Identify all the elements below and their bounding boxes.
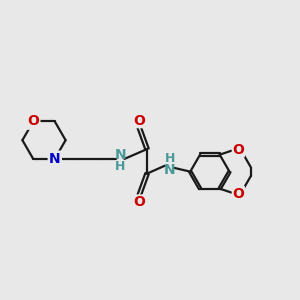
- Text: O: O: [133, 195, 145, 209]
- Text: O: O: [27, 115, 39, 128]
- Text: O: O: [232, 143, 244, 157]
- Text: N: N: [49, 152, 61, 166]
- Text: N: N: [164, 163, 176, 177]
- Text: O: O: [133, 114, 145, 128]
- Text: O: O: [232, 187, 244, 201]
- Text: H: H: [164, 152, 175, 165]
- Text: N: N: [115, 148, 126, 162]
- Text: H: H: [116, 160, 126, 173]
